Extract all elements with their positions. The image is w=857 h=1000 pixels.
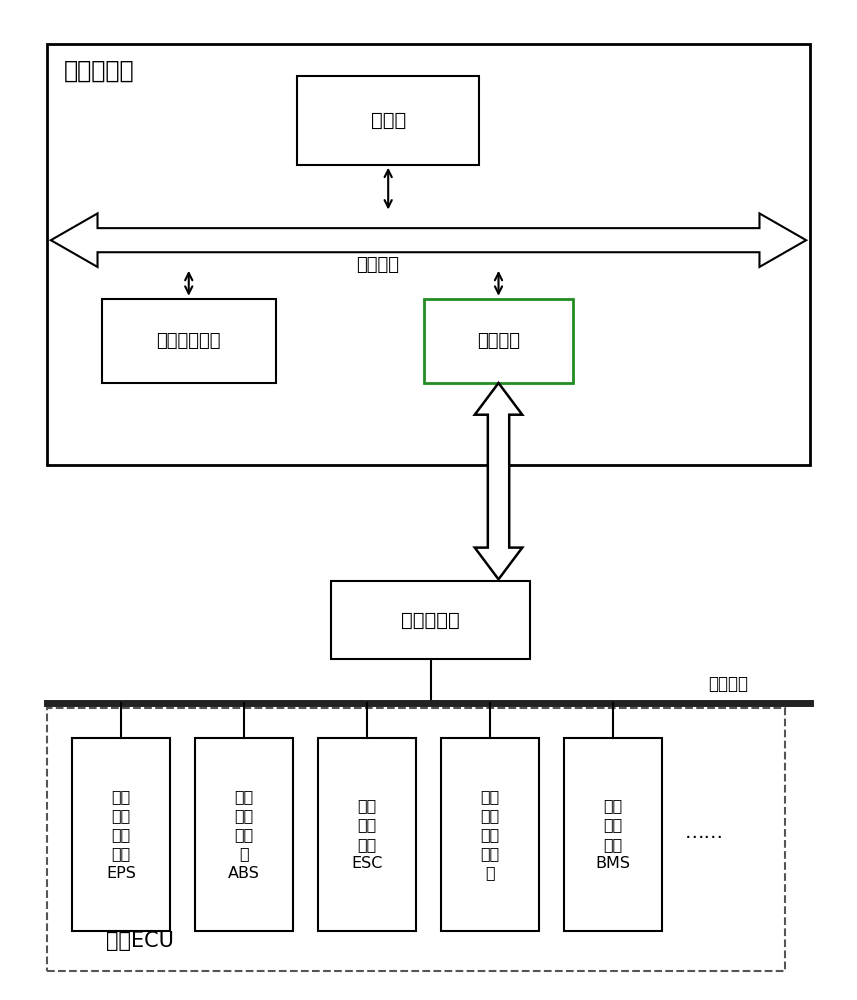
- Bar: [195, 738, 293, 931]
- Bar: [46, 708, 785, 971]
- Text: 通讯总线: 通讯总线: [356, 256, 399, 274]
- Text: 电子
稳定
系统
ESC: 电子 稳定 系统 ESC: [351, 798, 383, 871]
- Text: 车用ECU: 车用ECU: [106, 931, 174, 951]
- Text: 计算机装置: 计算机装置: [63, 59, 135, 83]
- Text: 汽车
发动
机管
理系
统: 汽车 发动 机管 理系 统: [481, 789, 500, 881]
- Text: 处理器: 处理器: [370, 111, 406, 130]
- Bar: [331, 581, 530, 659]
- Text: 可读存储介质: 可读存储介质: [157, 332, 221, 350]
- Text: 通信接口: 通信接口: [477, 332, 520, 350]
- Text: 汽车总线: 汽车总线: [709, 675, 748, 693]
- Bar: [102, 299, 276, 383]
- Polygon shape: [51, 213, 806, 267]
- Bar: [564, 738, 662, 931]
- Polygon shape: [475, 383, 522, 579]
- Text: 电池
管理
系统
BMS: 电池 管理 系统 BMS: [596, 798, 631, 871]
- Text: 总线适配器: 总线适配器: [401, 610, 460, 629]
- Bar: [72, 738, 170, 931]
- Bar: [441, 738, 539, 931]
- Text: 制动
防抱
死系
统
ABS: 制动 防抱 死系 统 ABS: [228, 789, 260, 881]
- Bar: [318, 738, 416, 931]
- Bar: [297, 76, 479, 165]
- Bar: [424, 299, 572, 383]
- Bar: [46, 44, 811, 465]
- Text: 电子
助力
转向
系统
EPS: 电子 助力 转向 系统 EPS: [106, 789, 135, 881]
- Text: ……: ……: [685, 823, 724, 842]
